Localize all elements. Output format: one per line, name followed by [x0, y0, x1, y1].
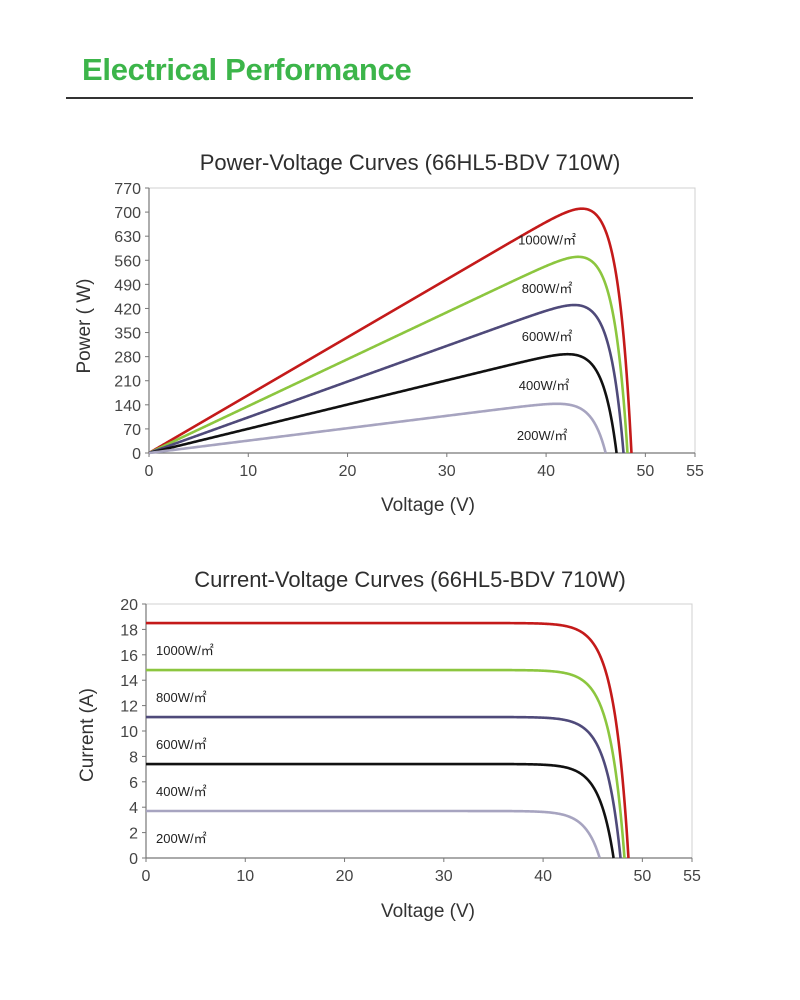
y-tick-label: 560	[114, 253, 141, 270]
x-tick-label: 10	[236, 868, 254, 885]
series-line-0	[148, 207, 633, 455]
x-tick-label: 50	[633, 868, 651, 885]
y-tick-label: 350	[114, 326, 141, 343]
pv-chart-title: Power-Voltage Curves (66HL5-BDV 710W)	[200, 150, 621, 175]
y-tick-label: 630	[114, 229, 141, 246]
y-tick-label: 490	[114, 277, 141, 294]
power-voltage-chart: Power-Voltage Curves (66HL5-BDV 710W) 0 7…	[74, 150, 704, 516]
current-voltage-chart: Current-Voltage Curves (66HL5-BDV 710W) …	[77, 567, 701, 922]
y-tick-label: 0	[132, 446, 141, 463]
y-tick-label: 20	[120, 597, 138, 614]
y-tick-label: 770	[114, 181, 141, 198]
iv-chart-title: Current-Voltage Curves (66HL5-BDV 710W)	[194, 567, 626, 592]
pv-x-axis-label: Voltage (V)	[381, 495, 475, 516]
x-tick-label: 30	[438, 463, 456, 480]
series-label-3: 400W/㎡	[156, 784, 207, 799]
y-tick-label: 700	[114, 205, 141, 222]
series-label-4: 200W/㎡	[156, 831, 207, 846]
series-line-3	[145, 762, 615, 859]
series-label-2: 600W/㎡	[156, 737, 207, 752]
y-tick-label: 140	[114, 398, 141, 415]
iv-y-axis-label: Current (A)	[77, 688, 98, 782]
y-tick-label: 14	[120, 673, 138, 690]
y-tick-label: 10	[120, 724, 138, 741]
series-label-1: 800W/㎡	[522, 281, 573, 296]
section-title: Electrical Performance	[82, 52, 412, 87]
series-label-3: 400W/㎡	[519, 378, 570, 393]
series-line-1	[148, 255, 629, 455]
plot-frame	[145, 603, 693, 859]
series-line-4	[145, 809, 601, 859]
series-label-0: 1000W/㎡	[156, 643, 214, 658]
series-line-1	[145, 668, 626, 859]
y-tick-label: 4	[129, 800, 138, 817]
x-tick-label: 55	[683, 868, 701, 885]
y-tick-label: 70	[123, 422, 141, 439]
iv-x-axis-label: Voltage (V)	[381, 901, 475, 922]
series-label-4: 200W/㎡	[517, 428, 568, 443]
series-label-2: 600W/㎡	[522, 329, 573, 344]
x-tick-label: 0	[145, 463, 154, 480]
series-label-1: 800W/㎡	[156, 690, 207, 705]
y-tick-label: 2	[129, 826, 138, 843]
y-tick-label: 280	[114, 350, 141, 367]
iv-plot-area: 0 2 4 6 8 10 12 14 16 18 20 0 10 20 30 40 50 55 1000W/㎡ 800…	[120, 597, 701, 885]
title-divider	[66, 97, 693, 99]
y-tick-label: 6	[129, 775, 138, 792]
x-tick-label: 20	[339, 463, 357, 480]
series-line-0	[145, 621, 630, 859]
y-tick-label: 16	[120, 648, 138, 665]
y-tick-label: 12	[120, 699, 138, 716]
x-tick-label: 40	[537, 463, 555, 480]
series-line-4	[148, 402, 607, 455]
y-tick-label: 8	[129, 749, 138, 766]
y-tick-label: 0	[129, 851, 138, 868]
x-tick-label: 50	[636, 463, 654, 480]
pv-plot-area: 0 70 140 210 280 350 420 490 560 630 700 770 0 10 20 30…	[114, 181, 704, 480]
x-tick-label: 55	[686, 463, 704, 480]
y-tick-label: 210	[114, 374, 141, 391]
series-line-2	[148, 303, 625, 455]
y-tick-label: 420	[114, 301, 141, 318]
x-tick-label: 0	[142, 868, 151, 885]
x-tick-label: 40	[534, 868, 552, 885]
x-tick-label: 20	[336, 868, 354, 885]
series-line-2	[145, 715, 622, 859]
x-tick-label: 30	[435, 868, 453, 885]
pv-y-axis-label: Power ( W)	[74, 279, 95, 374]
series-line-3	[148, 352, 618, 455]
series-label-0: 1000W/㎡	[518, 233, 576, 248]
x-tick-label: 10	[239, 463, 257, 480]
y-tick-label: 18	[120, 622, 138, 639]
